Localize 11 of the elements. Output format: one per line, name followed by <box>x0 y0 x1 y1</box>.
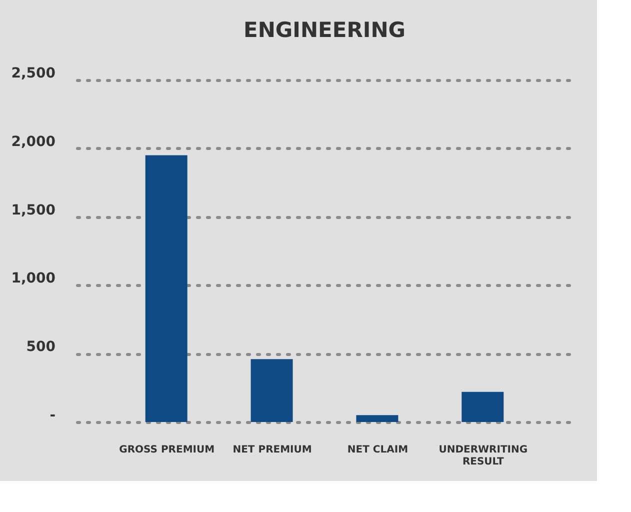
y-tick-label: 2,500 <box>11 66 56 82</box>
y-tick-label: 2,000 <box>11 134 56 150</box>
x-tick-label: NET PREMIUM <box>232 444 312 456</box>
y-tick-label: 500 <box>26 339 56 356</box>
x-tick-label: GROSS PREMIUM <box>119 444 215 456</box>
x-tick-label: UNDERWRITING RESULT <box>438 444 528 468</box>
y-tick-label: 1,000 <box>11 270 56 287</box>
chart-title: ENGINEERING <box>243 18 406 42</box>
y-tick-label: - <box>50 408 56 424</box>
y-tick-label: 1,500 <box>11 202 56 218</box>
x-tick-label: NET CLAIM <box>347 444 408 456</box>
